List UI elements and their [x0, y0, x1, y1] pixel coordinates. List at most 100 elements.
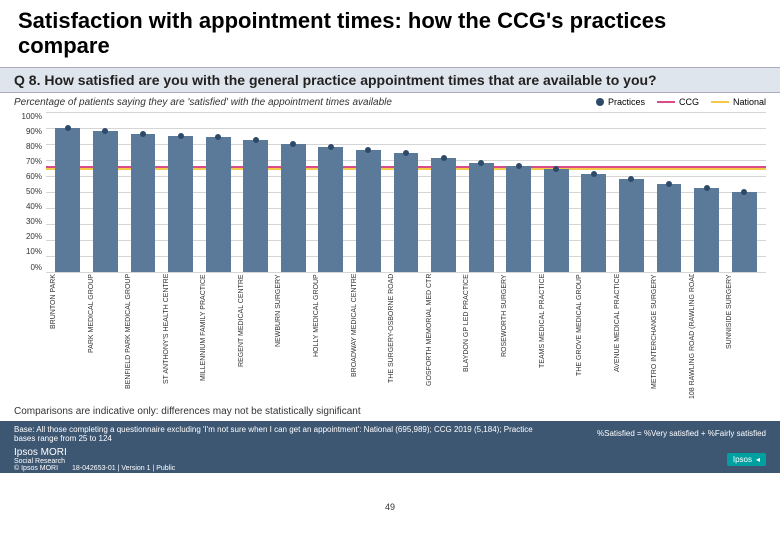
- x-label: GOSFORTH MEMORIAL MED CTR: [426, 274, 462, 399]
- y-tick: 20%: [26, 232, 42, 241]
- practice-dot-icon: [628, 176, 634, 182]
- practice-dot-icon: [215, 134, 221, 140]
- base-bar: Base: All those completing a questionnai…: [0, 421, 780, 447]
- bar-column: [576, 112, 612, 272]
- practice-bar: [243, 140, 268, 271]
- y-tick: 30%: [26, 217, 42, 226]
- chevron-left-icon: ◂: [756, 455, 760, 464]
- practice-dot-icon: [102, 128, 108, 134]
- practice-dot-icon: [478, 160, 484, 166]
- y-tick: 10%: [26, 247, 42, 256]
- practice-bar: [694, 188, 719, 271]
- practice-bar: [619, 179, 644, 272]
- bar-column: [726, 112, 762, 272]
- question-text: Q 8. How satisfied are you with the gene…: [14, 72, 766, 88]
- bar-column: [200, 112, 236, 272]
- x-label: ROSEWORTH SURGERY: [501, 274, 537, 399]
- x-label: MILLENNIUM FAMILY PRACTICE: [200, 274, 236, 399]
- y-tick: 80%: [26, 142, 42, 151]
- x-label: METRO INTERCHANGE SURGERY: [651, 274, 687, 399]
- y-tick: 70%: [26, 157, 42, 166]
- x-label: PARK MEDICAL GROUP: [88, 274, 124, 399]
- practice-dot-icon: [741, 189, 747, 195]
- ipsos-badge: Ipsos ◂: [727, 453, 766, 466]
- practice-bar: [356, 150, 381, 272]
- footer-copyright: © Ipsos MORI: [14, 465, 58, 472]
- bar-column: [388, 112, 424, 272]
- legend-ccg-label: CCG: [679, 97, 699, 107]
- practice-bar: [544, 169, 569, 271]
- bar-column: [125, 112, 161, 272]
- bar-column: [351, 112, 387, 272]
- x-label: BENFIELD PARK MEDICAL GROUP: [125, 274, 161, 399]
- subtitle-row: Percentage of patients saying they are '…: [0, 93, 780, 110]
- legend-ccg-line-icon: [657, 101, 675, 103]
- practice-bar: [281, 144, 306, 272]
- footer-ref: 18-042653-01 | Version 1 | Public: [72, 465, 175, 472]
- legend-national-label: National: [733, 97, 766, 107]
- practice-dot-icon: [666, 181, 672, 187]
- bar-column: [163, 112, 199, 272]
- x-label: NEWBURN SURGERY: [275, 274, 311, 399]
- practice-bar: [581, 174, 606, 272]
- ipsos-badge-text: Ipsos: [733, 455, 752, 464]
- base-text-left: Base: All those completing a questionnai…: [14, 425, 554, 443]
- bars-row: [46, 112, 766, 272]
- title-area: Satisfaction with appointment times: how…: [0, 0, 780, 63]
- practice-bar: [206, 137, 231, 271]
- footer-bar: Ipsos MORI Social Research © Ipsos MORI …: [0, 447, 780, 473]
- x-label: AVENUE MEDICAL PRACTICE: [614, 274, 650, 399]
- bar-column: [426, 112, 462, 272]
- legend-ccg: CCG: [657, 97, 699, 107]
- practice-dot-icon: [441, 155, 447, 161]
- practice-dot-icon: [65, 125, 71, 131]
- x-axis-labels: BRUNTON PARKPARK MEDICAL GROUPBENFIELD P…: [46, 274, 766, 399]
- x-label: ST ANTHONY'S HEALTH CENTRE: [163, 274, 199, 399]
- practice-dot-icon: [553, 166, 559, 172]
- practice-bar: [431, 158, 456, 272]
- x-label: SUNNISIDE SURGERY: [726, 274, 762, 399]
- practice-bar: [506, 166, 531, 272]
- practice-dot-icon: [178, 133, 184, 139]
- plot-area: BRUNTON PARKPARK MEDICAL GROUPBENFIELD P…: [46, 112, 766, 402]
- practice-dot-icon: [290, 141, 296, 147]
- x-label: BLAYDON GP LED PRACTICE: [463, 274, 499, 399]
- bar-column: [614, 112, 650, 272]
- practice-dot-icon: [591, 171, 597, 177]
- legend-practices: Practices: [596, 97, 645, 107]
- y-axis: 100%90%80%70%60%50%40%30%20%10%0%: [14, 112, 46, 272]
- slide-root: Satisfaction with appointment times: how…: [0, 0, 780, 540]
- bar-column: [651, 112, 687, 272]
- x-label: BRUNTON PARK: [50, 274, 86, 399]
- bar-column: [689, 112, 725, 272]
- comparisons-note: Comparisons are indicative only: differe…: [0, 404, 780, 419]
- footer-org: Ipsos MORI: [14, 447, 175, 458]
- x-label: TEAMS MEDICAL PRACTICE: [539, 274, 575, 399]
- practice-bar: [318, 147, 343, 272]
- bar-column: [88, 112, 124, 272]
- base-text-right: %Satisfied = %Very satisfied + %Fairly s…: [597, 429, 766, 438]
- practice-bar: [469, 163, 494, 272]
- y-tick: 90%: [26, 127, 42, 136]
- legend-national-line-icon: [711, 101, 729, 103]
- practice-dot-icon: [140, 131, 146, 137]
- bar-column: [50, 112, 86, 272]
- practice-bar: [168, 136, 193, 272]
- practice-bar: [93, 131, 118, 272]
- practice-dot-icon: [328, 144, 334, 150]
- legend-dot-icon: [596, 98, 604, 106]
- chart: 100%90%80%70%60%50%40%30%20%10%0% BRUNTO…: [14, 112, 766, 402]
- y-tick: 100%: [22, 112, 42, 121]
- practice-dot-icon: [516, 163, 522, 169]
- x-label: 108 RAWLING ROAD (RAWLING ROAD PRACTICE): [689, 274, 725, 399]
- practice-bar: [131, 134, 156, 272]
- legend-practices-label: Practices: [608, 97, 645, 107]
- slide-title: Satisfaction with appointment times: how…: [18, 8, 762, 59]
- practice-bar: [732, 192, 757, 272]
- gridline: [46, 272, 766, 273]
- practice-dot-icon: [403, 150, 409, 156]
- question-bar: Q 8. How satisfied are you with the gene…: [0, 67, 780, 93]
- practice-dot-icon: [365, 147, 371, 153]
- bar-column: [463, 112, 499, 272]
- page-number: 49: [385, 502, 395, 512]
